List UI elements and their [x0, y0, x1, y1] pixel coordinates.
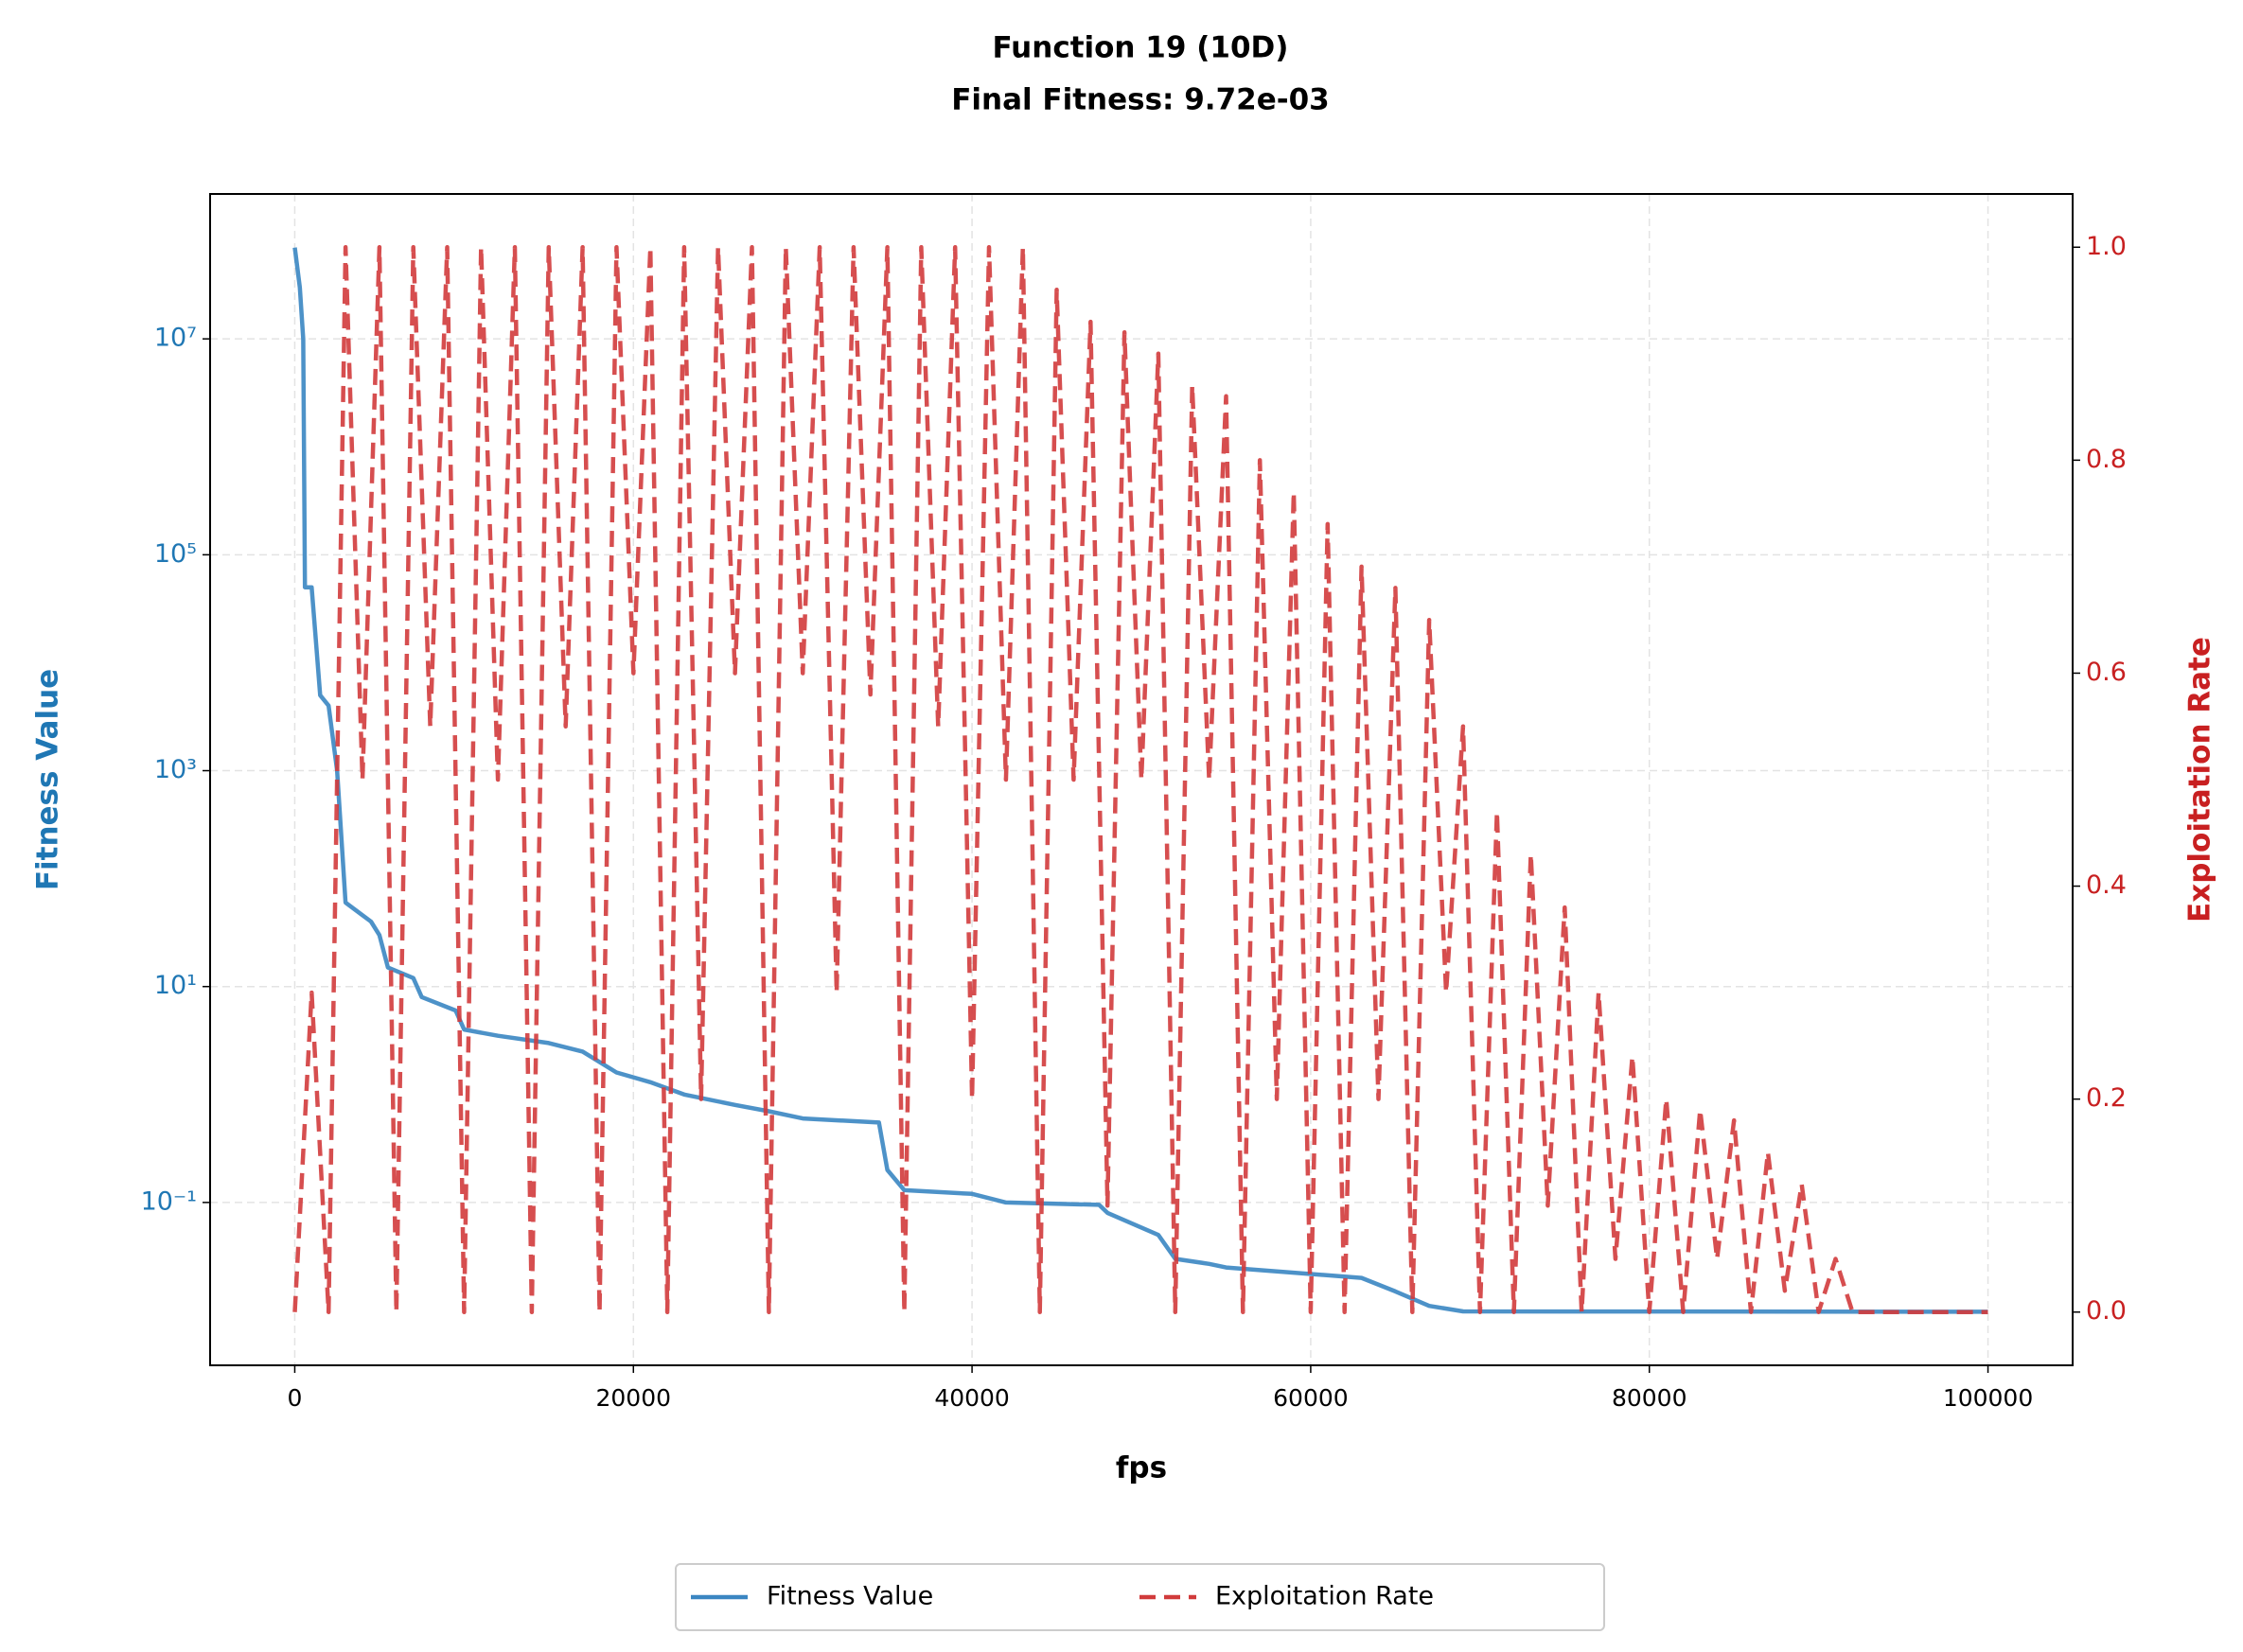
- y-tick-label: 10³: [154, 755, 197, 784]
- chart-title: Function 19 (10D): [993, 31, 1289, 65]
- y2-axis-label: Exploitation Rate: [2183, 637, 2217, 923]
- x-tick-label: 40000: [934, 1384, 1010, 1412]
- y2-tick-label: 1.0: [2086, 232, 2127, 261]
- plot-frame: [209, 193, 2074, 1366]
- chart-subtitle: Final Fitness: 9.72e-03: [951, 83, 1330, 117]
- legend-label: Fitness Value: [767, 1582, 933, 1611]
- x-tick-label: 20000: [596, 1384, 672, 1412]
- y2-tick-label: 0.4: [2086, 870, 2127, 900]
- x-tick-label: 80000: [1612, 1384, 1687, 1412]
- x-tick-label: 0: [288, 1384, 303, 1412]
- y-tick-label: 10⁵: [154, 539, 197, 569]
- y2-tick-label: 0.2: [2086, 1083, 2127, 1113]
- y-axis-label: Fitness Value: [31, 669, 65, 890]
- x-tick-label: 60000: [1273, 1384, 1349, 1412]
- y-tick-label: 10⁻¹: [141, 1186, 197, 1216]
- y2-tick-label: 0.6: [2086, 658, 2127, 687]
- x-tick-label: 100000: [1943, 1384, 2033, 1412]
- y-tick-label: 10¹: [154, 971, 197, 1000]
- y-tick-label: 10⁷: [154, 324, 197, 353]
- x-axis-label: fps: [1116, 1451, 1167, 1485]
- legend-label: Exploitation Rate: [1215, 1582, 1434, 1611]
- series-line: [292, 245, 1988, 1314]
- y2-tick-label: 0.8: [2086, 445, 2127, 474]
- y2-tick-label: 0.0: [2086, 1296, 2127, 1326]
- series-line: [292, 247, 1988, 1314]
